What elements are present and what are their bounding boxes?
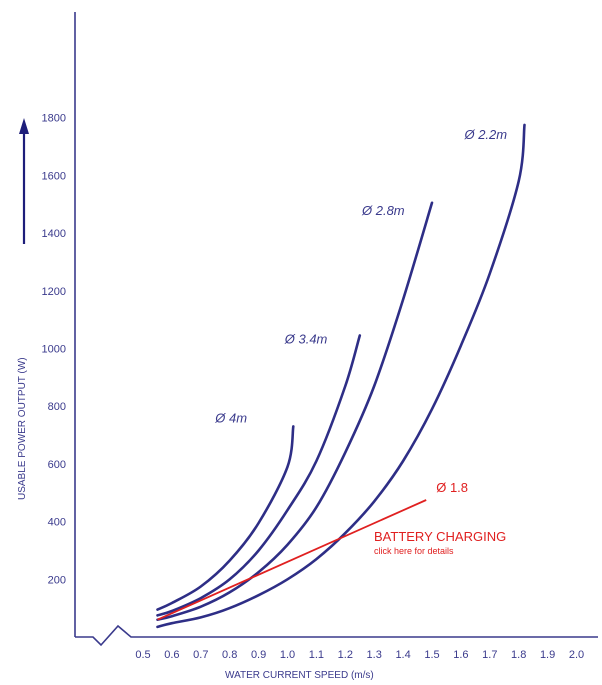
x-tick-label: 2.0 — [569, 649, 584, 661]
series-layer: Ø 4m Ø 3.4m Ø 2.8m Ø 2.2m Ø 1.8 — [156, 123, 526, 629]
y-tick-label: 600 — [48, 459, 66, 471]
battery-charging-link[interactable]: BATTERY CHARGING click here for details — [374, 529, 506, 556]
x-tick-label: 1.1 — [309, 649, 324, 661]
series-label: Ø 2.8m — [361, 203, 405, 218]
y-tick-label: 1000 — [42, 344, 66, 356]
series-label: Ø 1.8 — [436, 480, 468, 495]
y-tick-label: 1800 — [42, 113, 66, 125]
x-axis-title: WATER CURRENT SPEED (m/s) — [225, 670, 374, 681]
x-tick-label: 1.8 — [511, 649, 526, 661]
series-line — [156, 425, 295, 611]
y-tick-label: 800 — [48, 401, 66, 413]
x-tick-label: 1.6 — [453, 649, 468, 661]
y-arrow-head — [19, 118, 29, 134]
x-tick-label: 0.8 — [222, 649, 237, 661]
y-tick-labels: 200 400 600 800 1000 1200 1400 1600 1800 — [42, 113, 66, 587]
series-line — [157, 499, 427, 621]
x-tick-label: 1.0 — [280, 649, 295, 661]
x-tick-label: 1.4 — [395, 649, 410, 661]
series-label: Ø 2.2m — [463, 127, 507, 142]
y-axis-title: USABLE POWER OUTPUT (W) — [17, 357, 28, 500]
x-tick-label: 1.5 — [424, 649, 439, 661]
series-label: Ø 4m — [214, 410, 247, 425]
x-tick-labels: 0.5 0.6 0.7 0.8 0.9 1.0 1.1 1.2 1.3 1.4 1.5 1.6 1.7 1… — [135, 649, 584, 661]
x-tick-label: 1.2 — [338, 649, 353, 661]
series-line — [156, 201, 434, 621]
x-tick-label: 0.9 — [251, 649, 266, 661]
x-tick-label: 1.3 — [367, 649, 382, 661]
series-label: Ø 3.4m — [284, 332, 328, 347]
y-tick-label: 1400 — [42, 228, 66, 240]
x-tick-label: 0.6 — [164, 649, 179, 661]
x-axis-line — [75, 624, 598, 647]
x-tick-label: 1.9 — [540, 649, 555, 661]
battery-charging-subtitle[interactable]: click here for details — [374, 546, 454, 556]
x-tick-label: 0.5 — [135, 649, 150, 661]
battery-charging-title[interactable]: BATTERY CHARGING — [374, 529, 506, 544]
x-tick-label: 1.7 — [482, 649, 497, 661]
series-line — [156, 123, 526, 629]
y-tick-label: 1200 — [42, 286, 66, 298]
y-tick-label: 1600 — [42, 170, 66, 182]
x-tick-label: 0.7 — [193, 649, 208, 661]
y-tick-label: 200 — [48, 574, 66, 586]
y-tick-label: 400 — [48, 517, 66, 529]
series-line — [156, 334, 362, 617]
